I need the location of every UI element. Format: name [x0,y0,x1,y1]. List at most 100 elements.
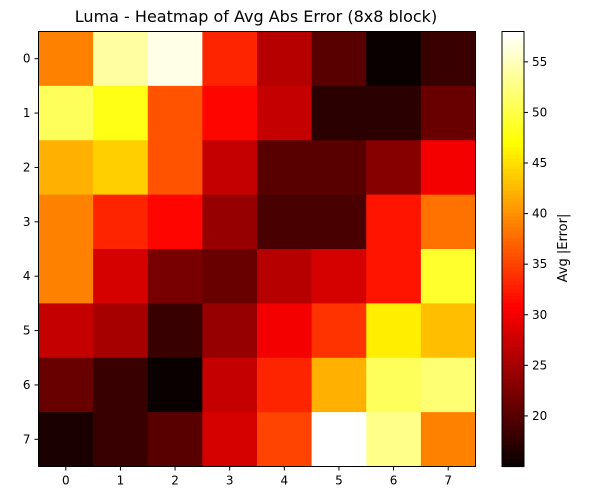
y-tick-label: 3 [23,215,31,229]
colorbar-segment [502,209,524,214]
colorbar-segment [502,78,524,83]
colorbar-segment [502,187,524,192]
colorbar-segment [502,368,524,373]
colorbar-segment [502,423,524,428]
heatmap-cell-r3-c1 [93,194,149,250]
heatmap-cell-r3-c6 [366,194,422,250]
heatmap-cells [38,31,476,467]
x-tick-label: 4 [280,474,288,488]
colorbar-segment [502,379,524,384]
colorbar-segment [502,158,524,163]
colorbar-segment [502,122,524,127]
heatmap-cell-r1-c4 [257,85,313,141]
heatmap-cell-r6-c1 [93,357,149,413]
colorbar [501,31,525,468]
colorbar-segment [502,198,524,203]
heatmap-cell-r3-c7 [420,194,476,250]
colorbar-segment [502,336,524,341]
colorbar-segment [502,310,524,315]
colorbar-tick-label: 50 [532,105,547,119]
heatmap-cell-r7-c4 [257,412,313,467]
heatmap-cell-r2-c2 [147,140,203,196]
colorbar-segment [502,372,524,377]
heatmap-cell-r0-c0 [38,31,94,87]
colorbar-segment [502,212,524,217]
x-tick-label: 6 [390,474,398,488]
colorbar-segment [502,114,524,120]
colorbar-segment [502,249,524,254]
colorbar-segment [502,194,524,199]
colorbar-segment [502,303,524,308]
x-tick-label: 7 [444,474,452,488]
heatmap-cell-r6-c4 [257,357,313,413]
colorbar-segment [502,71,524,76]
heatmap-cell-r2-c4 [257,140,313,196]
colorbar-segment [502,223,524,228]
colorbar-segment [502,296,524,301]
colorbar-segment [502,31,524,36]
colorbar-segment [502,118,524,123]
y-tick-label: 6 [23,378,31,392]
heatmap-cell-r4-c2 [147,249,203,304]
colorbar-segment [502,346,524,352]
chart-title: Luma - Heatmap of Avg Abs Error (8x8 blo… [75,7,437,26]
colorbar-segment [502,263,524,268]
colorbar-segment [502,332,524,337]
colorbar-tick-label: 20 [532,409,547,423]
heatmap-cell-r5-c5 [311,303,367,359]
colorbar-segment [502,314,524,319]
colorbar-segment [502,38,524,43]
heatmap-cell-r6-c6 [366,357,422,413]
colorbar-segment [502,245,524,250]
colorbar-segment [502,430,524,435]
heatmap-cell-r1-c0 [38,85,94,141]
colorbar-segment [502,292,524,297]
colorbar-segment [502,404,524,410]
heatmap-cell-r2-c7 [420,140,476,196]
heatmap-cell-r5-c7 [420,303,476,359]
heatmap-cell-r2-c3 [202,140,258,196]
colorbar-tick-label: 40 [532,207,547,221]
colorbar-segment [502,317,524,323]
heatmap-cell-r7-c3 [202,412,258,467]
colorbar-segment [502,96,524,101]
y-tick-label: 7 [23,432,31,446]
colorbar-segment [502,136,524,141]
heatmap-cell-r1-c1 [93,85,149,141]
heatmap-cell-r5-c2 [147,303,203,359]
x-tick-label: 0 [62,474,70,488]
heatmap-cell-r7-c2 [147,412,203,467]
colorbar-segment [502,238,524,243]
heatmap-cell-r4-c7 [420,249,476,304]
colorbar-segment [502,140,524,145]
y-tick-label: 5 [23,324,31,338]
colorbar-segment [502,375,524,381]
colorbar-segment [502,169,524,174]
colorbar-segment [502,452,524,457]
heatmap-cell-r0-c2 [147,31,203,87]
colorbar-segment [502,357,524,362]
colorbar-segment [502,361,524,366]
heatmap-cell-r5-c1 [93,303,149,359]
colorbar-segment [502,162,524,167]
colorbar-segment [502,154,524,159]
colorbar-segment [502,278,524,283]
colorbar-segment [502,459,524,464]
colorbar-segment [502,133,524,138]
heatmap-cell-r2-c0 [38,140,94,196]
x-tick-label: 1 [117,474,125,488]
colorbar-segment [502,433,524,439]
colorbar-segment [502,75,524,80]
colorbar-segment [502,183,524,188]
x-axis-ticks: 0 1 2 3 4 5 6 7 [62,466,452,488]
heatmap-cell-r3-c5 [311,194,367,250]
colorbar-segment [502,252,524,257]
colorbar-tick-label: 45 [532,156,547,170]
colorbar-segment [502,35,524,40]
colorbar-segment [502,125,524,130]
colorbar-segment [502,426,524,431]
heatmap-cell-r3-c2 [147,194,203,250]
y-tick-label: 2 [23,160,31,174]
heatmap-cell-r1-c3 [202,85,258,141]
